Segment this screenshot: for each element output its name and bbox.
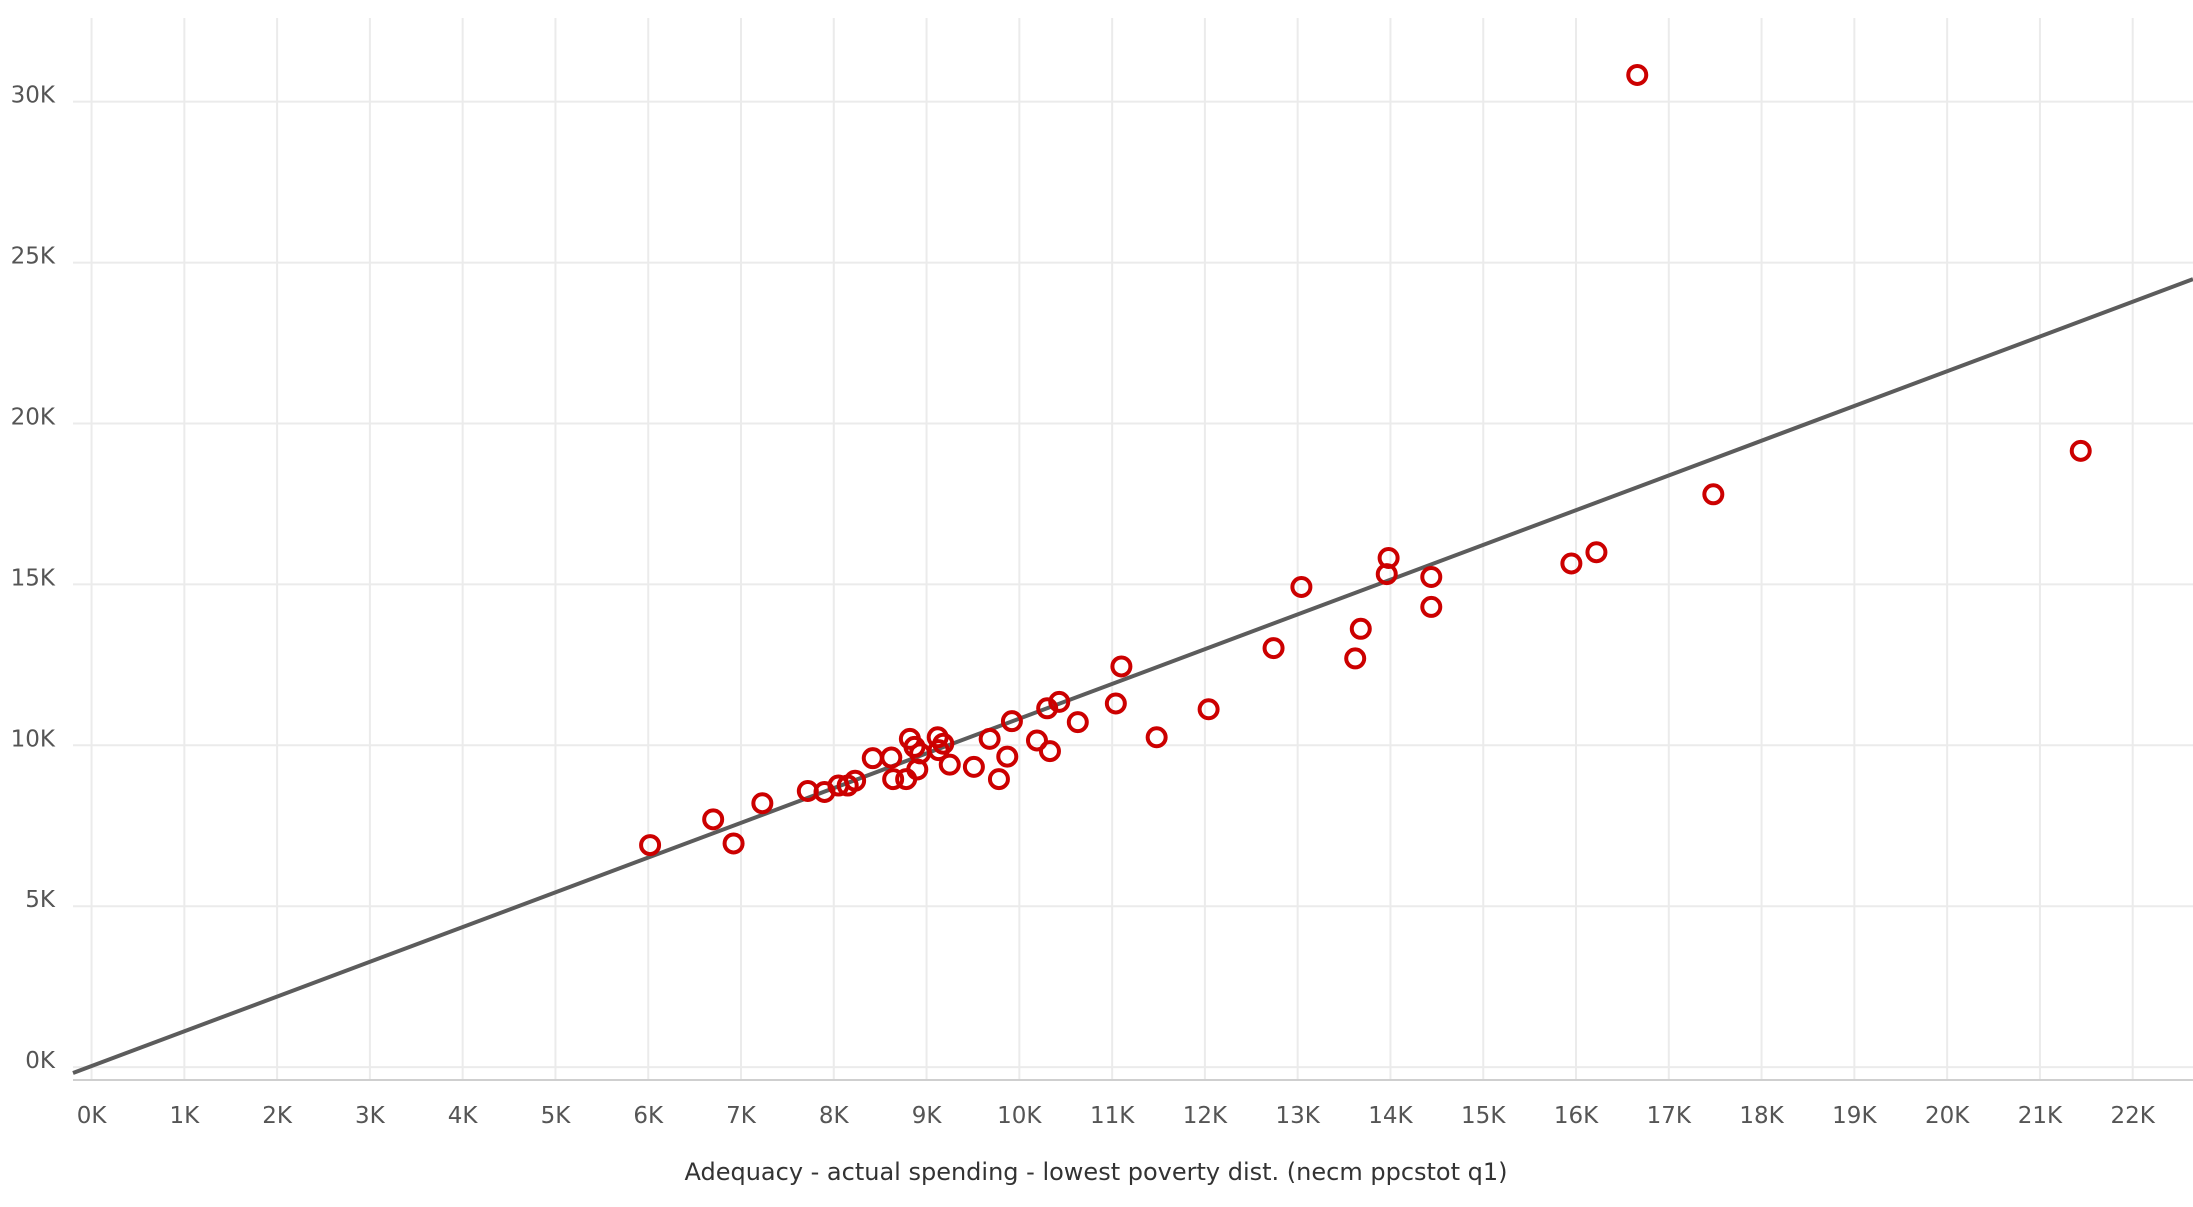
x-tick-label: 1K <box>169 1103 200 1129</box>
x-tick-label: 9K <box>912 1103 943 1129</box>
data-point <box>1104 692 1127 715</box>
data-point <box>938 753 961 776</box>
data-point <box>702 808 725 831</box>
data-point <box>861 747 884 770</box>
data-point <box>1000 710 1023 733</box>
data-point <box>844 769 867 792</box>
data-point <box>1702 483 1725 506</box>
data-point <box>1585 541 1608 564</box>
data-point <box>1025 729 1048 752</box>
x-tick-label: 20K <box>1925 1103 1970 1129</box>
data-point <box>2069 439 2092 462</box>
x-tick-label: 11K <box>1090 1103 1135 1129</box>
x-tick-label: 14K <box>1368 1103 1413 1129</box>
data-point <box>927 739 950 762</box>
x-tick-label: 2K <box>262 1103 293 1129</box>
y-tick-label: 20K <box>11 404 56 430</box>
data-point <box>722 832 745 855</box>
data-point <box>987 768 1010 791</box>
x-tick-label: 3K <box>355 1103 386 1129</box>
data-point <box>1110 655 1133 678</box>
data-point <box>1420 595 1443 618</box>
y-tick-label: 10K <box>11 726 56 752</box>
data-point <box>1344 647 1367 670</box>
data-point <box>1349 617 1372 640</box>
data-point <box>1262 637 1285 660</box>
data-point <box>1420 565 1443 588</box>
data-point <box>882 768 905 791</box>
x-tick-label: 7K <box>726 1103 757 1129</box>
y-tick-label: 5K <box>25 887 56 913</box>
x-tick-label: 17K <box>1647 1103 1692 1129</box>
x-axis-ticks: 0K 1K 2K 3K 4K 5K 6K 7K 8K 9K 10K 11K 12K 13K 14K 15K 16… <box>77 1103 2156 1129</box>
x-tick-label: 10K <box>997 1103 1042 1129</box>
data-point <box>978 727 1001 750</box>
x-tick-label: 4K <box>448 1103 479 1129</box>
data-point <box>751 792 774 815</box>
x-axis-title: Adequacy - actual spending - lowest pove… <box>684 1158 1507 1186</box>
x-tick-label: 8K <box>819 1103 850 1129</box>
data-point <box>1377 547 1400 570</box>
data-point <box>962 755 985 778</box>
data-point <box>880 746 903 769</box>
data-point <box>1197 698 1220 721</box>
y-tick-label: 30K <box>11 83 56 109</box>
x-tick-label: 0K <box>77 1103 108 1129</box>
data-points <box>639 63 2092 857</box>
x-tick-label: 12K <box>1183 1103 1228 1129</box>
data-point <box>1560 552 1583 575</box>
x-tick-label: 18K <box>1739 1103 1784 1129</box>
x-tick-label: 22K <box>2111 1103 2156 1129</box>
data-point <box>1626 63 1649 86</box>
x-tick-label: 21K <box>2018 1103 2063 1129</box>
data-point <box>996 745 1019 768</box>
data-point <box>1145 726 1168 749</box>
x-tick-label: 6K <box>633 1103 664 1129</box>
x-tick-label: 13K <box>1276 1103 1321 1129</box>
y-tick-label: 0K <box>25 1048 56 1074</box>
x-tick-label: 5K <box>541 1103 572 1129</box>
x-tick-label: 16K <box>1554 1103 1599 1129</box>
data-point <box>1290 575 1313 598</box>
x-tick-label: 15K <box>1461 1103 1506 1129</box>
x-gridlines <box>90 18 2134 1080</box>
y-tick-label: 25K <box>11 244 56 270</box>
y-gridlines <box>73 100 2193 1069</box>
data-point <box>1048 690 1071 713</box>
data-point <box>1066 711 1089 734</box>
y-axis-ticks: 0K 5K 10K 15K 20K 25K 30K <box>11 83 56 1074</box>
trend-line <box>72 277 2193 1075</box>
y-tick-label: 15K <box>11 565 56 591</box>
x-tick-label: 19K <box>1832 1103 1877 1129</box>
data-point <box>639 834 662 857</box>
data-point <box>1038 740 1061 763</box>
